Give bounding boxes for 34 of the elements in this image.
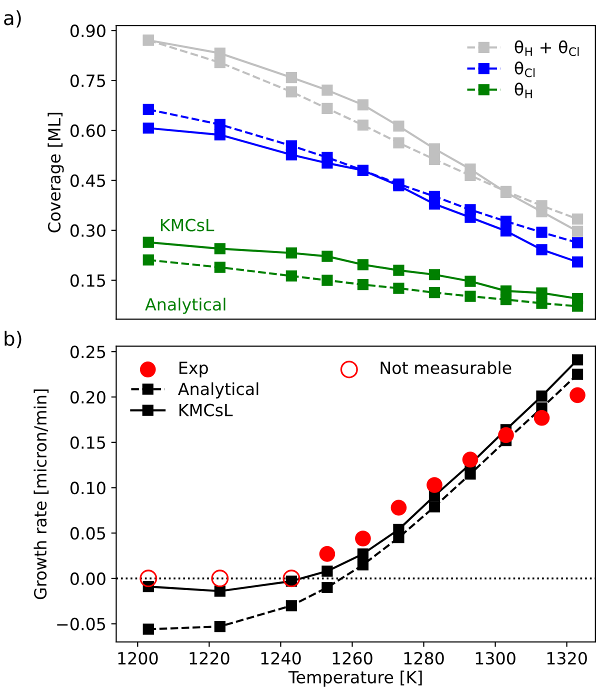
y-tick-label: 0.25 [70,346,106,358]
y-axis-title: Growth rate [micron/min] [34,389,49,600]
y-tick-label: 0.15 [70,274,106,287]
x-tick-label: 1280 [404,652,444,665]
legend-label: KMCsL [180,404,233,416]
y-tick-label: 0.90 [70,24,106,38]
x-axis-title: Temperature [K] [288,670,422,687]
text: b) [4,330,22,348]
x-tick-label: 1320 [547,652,587,665]
legend-label: Analytical [178,382,258,398]
text: a) [4,10,21,28]
legend-label: Not measurable [380,361,512,374]
y-tick-label: −0.05 [57,618,106,630]
y-tick-label: 0.45 [70,174,106,187]
y-tick-label: 0.30 [70,224,106,237]
x-tick-label: 1220 [190,652,230,665]
y-tick-label: 0.20 [70,390,106,404]
y-tick-label: 0.05 [70,527,106,540]
x-tick-label: 1300 [476,652,516,665]
y-tick-label: 0.00 [70,572,106,586]
legend-label: θ$_{Cl}$ [514,62,535,78]
x-tick-label: 1200 [118,652,158,665]
y-tick-label: 0.60 [70,124,106,138]
legend-label: θ$_{H}$ [514,82,532,98]
annotation: Analytical [145,298,226,314]
legend-label: θ$_{H}$ + θ$_{Cl}$ [514,40,579,56]
y-tick-label: 0.10 [70,482,106,494]
annotation: KMCsL [160,218,214,232]
x-tick-label: 1260 [332,652,372,665]
y-tick-label: 0.75 [70,74,106,88]
x-tick-label: 1240 [261,652,301,665]
y-axis-title: Coverage [ML] [48,112,64,232]
y-tick-label: 0.15 [70,436,106,449]
legend-label: Exp [180,362,208,378]
